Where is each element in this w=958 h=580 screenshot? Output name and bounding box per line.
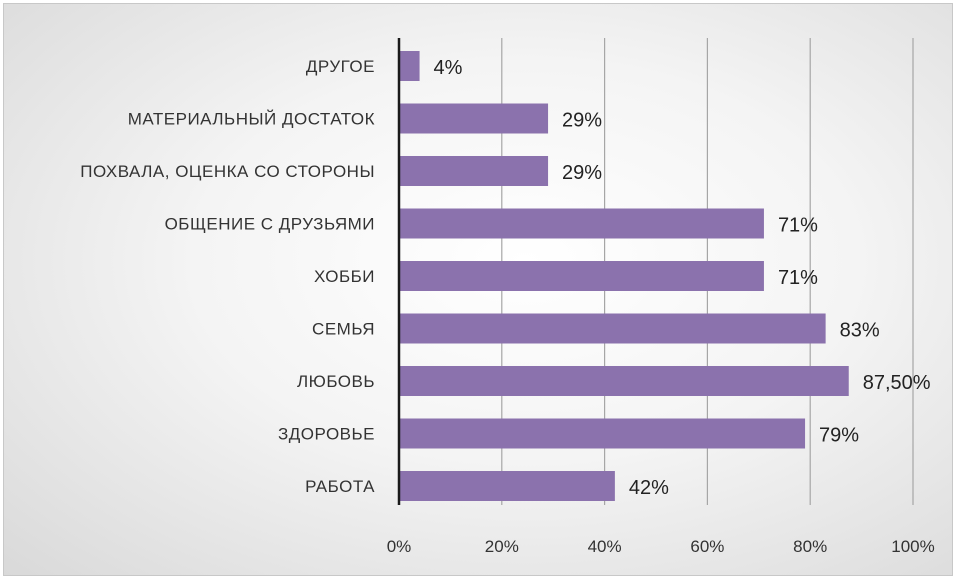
category-label: РАБОТА <box>305 477 375 496</box>
value-label: 42% <box>629 477 669 499</box>
bar <box>399 103 549 134</box>
value-label: 79% <box>819 425 859 447</box>
value-label: 29% <box>562 162 602 184</box>
category-label: ХОББИ <box>314 267 375 286</box>
x-tick-label: 60% <box>690 537 724 556</box>
category-label: СЕМЬЯ <box>312 320 375 339</box>
category-label: ЗДОРОВЬЕ <box>278 425 375 444</box>
category-label: МАТЕРИАЛЬНЫЙ ДОСТАТОК <box>128 110 375 129</box>
bar <box>399 261 764 291</box>
bar <box>399 51 420 81</box>
x-tick-label: 80% <box>793 537 827 556</box>
category-labels: ДРУГОЕ МАТЕРИАЛЬНЫЙ ДОСТАТОК ПОХВАЛА, ОЦЕН… <box>80 57 375 496</box>
x-tick-label: 0% <box>387 537 412 556</box>
value-label: 4% <box>434 57 463 79</box>
x-tick-label: 40% <box>588 537 622 556</box>
bar <box>399 366 849 396</box>
category-label: ПОХВАЛА, ОЦЕНКА СО СТОРОНЫ <box>80 162 375 181</box>
x-tick-label: 20% <box>485 537 519 556</box>
value-label: 87,50% <box>863 372 931 394</box>
value-label: 29% <box>562 110 602 132</box>
value-labels: 4% 29% 29% 71% 71% 83% 87,50% 79% 42% <box>434 57 931 499</box>
category-label: ЛЮБОВЬ <box>297 372 375 391</box>
bars <box>399 51 849 501</box>
category-label: ДРУГОЕ <box>306 57 375 76</box>
bar <box>399 208 764 239</box>
value-label: 71% <box>778 267 818 289</box>
bar <box>399 418 806 449</box>
x-tick-labels: 0% 20% 40% 60% 80% 100% <box>387 537 935 556</box>
bar <box>399 313 826 344</box>
bar <box>399 471 615 501</box>
value-label: 71% <box>778 215 818 237</box>
value-label: 83% <box>840 320 880 342</box>
x-tick-label: 100% <box>891 537 934 556</box>
category-label: ОБЩЕНИЕ С ДРУЗЬЯМИ <box>165 215 375 234</box>
bar <box>399 156 549 186</box>
